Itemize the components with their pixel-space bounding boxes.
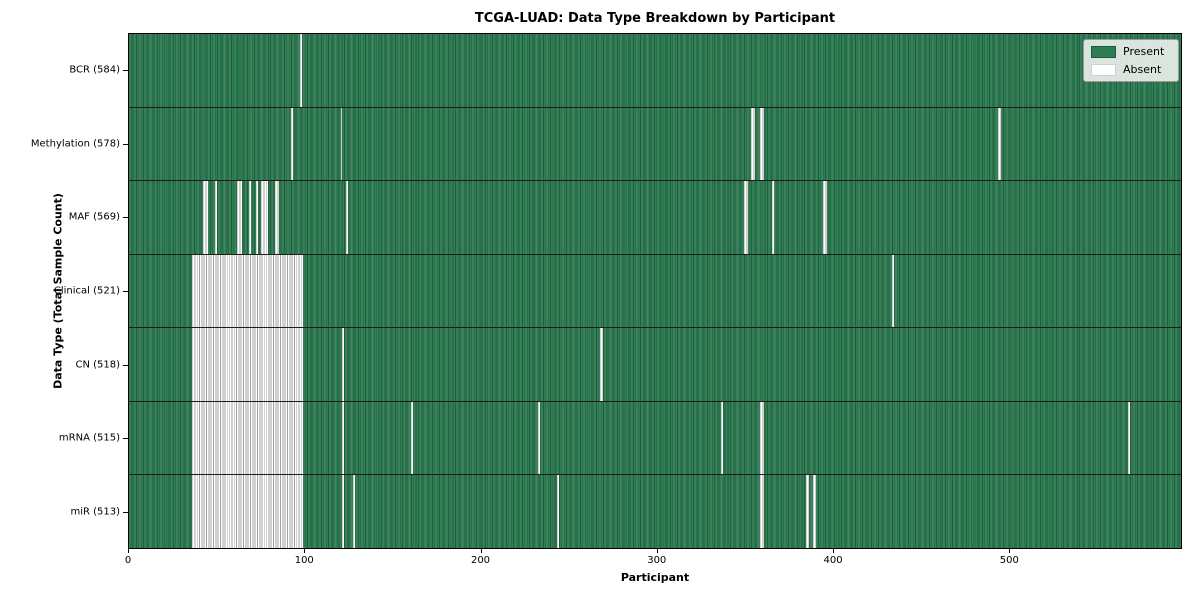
absent-stripe: [192, 475, 304, 549]
absent-stripe: [997, 107, 1002, 181]
x-tick-mark: [656, 549, 658, 553]
y-tick-mark: [123, 291, 128, 292]
x-tick-label: 0: [124, 555, 132, 566]
y-tick-mark: [123, 512, 128, 514]
x-tick-label: 300: [647, 555, 667, 566]
legend-item-absent: Absent: [1091, 63, 1171, 76]
y-tick-label: miR (513): [70, 506, 120, 518]
x-tick-label: 400: [823, 555, 843, 566]
legend: Present Absent: [1083, 39, 1179, 82]
heatmap-row-clinical: [129, 253, 1181, 328]
heatmap-row-mrna: [129, 400, 1181, 475]
absent-stripe: [192, 254, 304, 328]
y-tick-mark: [123, 69, 128, 71]
x-tick-label: 200: [470, 555, 491, 566]
heatmap-plot-area: [128, 33, 1182, 549]
absent-stripe: [759, 475, 764, 549]
absent-stripe: [291, 107, 293, 181]
x-tick-mark: [1009, 549, 1011, 553]
heatmap-row-methylation: [129, 106, 1181, 181]
absent-stripe: [759, 401, 764, 475]
x-axis-title: Participant: [620, 571, 690, 584]
x-tick-mark: [480, 549, 482, 553]
absent-stripe: [345, 181, 348, 254]
x-tick-mark: [833, 549, 835, 553]
absent-stripe: [352, 475, 355, 549]
absent-stripe: [299, 34, 302, 107]
absent-stripe: [823, 181, 827, 254]
absent-stripe: [261, 181, 269, 254]
absent-stripe: [340, 107, 343, 181]
absent-stripe: [599, 328, 604, 401]
y-tick-label: Methylation (578): [30, 138, 120, 150]
absent-stripe: [255, 181, 258, 254]
y-tick-label: mRNA (515): [58, 432, 120, 444]
absent-stripe: [1128, 401, 1131, 475]
y-tick-label: MAF (569): [68, 211, 120, 223]
absent-stripe: [192, 328, 304, 401]
heatmap-row-cn: [129, 327, 1181, 401]
y-tick-label: BCR (584): [69, 64, 120, 76]
x-tick-mark: [304, 549, 306, 553]
absent-stripe: [557, 475, 560, 549]
absent-stripe: [751, 107, 755, 181]
absent-stripe: [411, 401, 413, 475]
legend-item-present: Present: [1091, 45, 1171, 58]
absent-stripe: [203, 181, 209, 254]
heatmap-row-maf: [129, 180, 1181, 254]
x-tick-label: 100: [294, 555, 314, 566]
absent-stripe: [721, 401, 723, 475]
absent-stripe: [772, 181, 775, 254]
absent-stripe: [342, 401, 345, 475]
absent-stripe: [342, 475, 345, 549]
absent-stripe: [248, 181, 251, 254]
heatmap-row-mir: [129, 474, 1181, 549]
absent-stripe: [812, 475, 817, 549]
x-tick-label: 500: [999, 555, 1019, 566]
y-tick-mark: [123, 217, 128, 219]
y-tick-mark: [123, 143, 128, 145]
x-tick-mark: [128, 549, 129, 553]
absent-stripe: [215, 181, 218, 254]
heatmap-row-bcr: [129, 34, 1181, 107]
absent-stripe: [805, 475, 810, 549]
absent-stripe: [236, 181, 242, 254]
legend-label-present: Present: [1123, 45, 1165, 58]
y-tick-label: Clinical (521): [53, 285, 120, 297]
absent-stripe: [342, 328, 345, 401]
y-tick-mark: [123, 364, 128, 366]
y-tick-mark: [123, 438, 128, 440]
legend-label-absent: Absent: [1123, 63, 1162, 76]
absent-stripe: [275, 181, 279, 254]
absent-stripe: [192, 401, 304, 475]
y-tick-label: CN (518): [75, 359, 120, 371]
chart-title: TCGA-LUAD: Data Type Breakdown by Partic…: [474, 11, 836, 26]
present-swatch-icon: [1091, 45, 1116, 58]
absent-swatch-icon: [1091, 63, 1116, 76]
absent-stripe: [744, 181, 748, 254]
absent-stripe: [892, 254, 894, 328]
absent-stripe: [537, 401, 540, 475]
absent-stripe: [759, 107, 764, 181]
